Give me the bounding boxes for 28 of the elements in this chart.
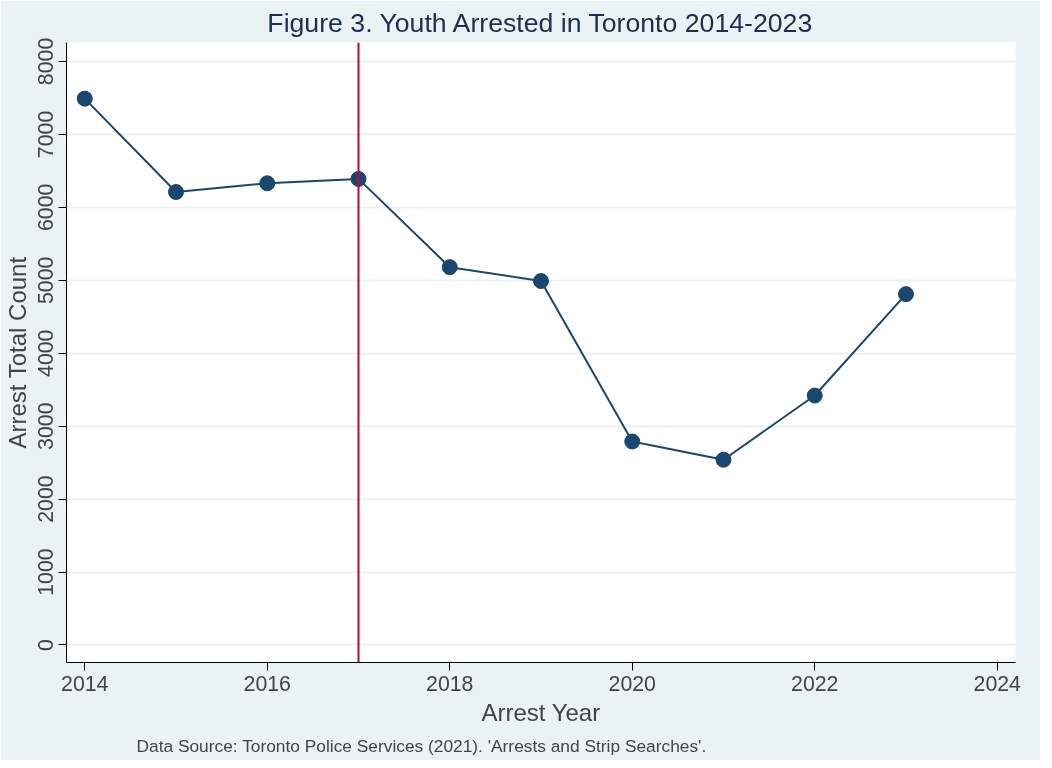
source-note: Data Source: Toronto Police Services (2021). 'Arrests and Strip Searches'. — [136, 735, 707, 756]
point — [533, 273, 549, 289]
x-tick-label: 2016 — [243, 671, 291, 696]
point — [715, 451, 732, 468]
x-axis-title: Arrest Year — [481, 698, 601, 726]
point — [168, 184, 184, 201]
y-axis-title: Arrest Total Count — [3, 256, 31, 449]
y-tick-label: 1000 — [34, 548, 59, 596]
point — [76, 90, 93, 107]
point — [259, 175, 276, 192]
point — [898, 286, 914, 303]
x-tick-label: 2022 — [791, 671, 839, 696]
x-tick-label: 2024 — [973, 671, 1022, 696]
y-tick-label: 6000 — [34, 183, 59, 232]
y-tick-label: 3000 — [34, 402, 59, 450]
y-tick-label: 7000 — [34, 110, 59, 159]
x-tick-label: 2014 — [61, 671, 109, 696]
x-tick-label: 2018 — [426, 671, 474, 696]
y-tick-label: 8000 — [34, 37, 59, 86]
point — [441, 259, 458, 276]
chart-title: Figure 3. Youth Arrested in Toronto 2014-2023 — [267, 7, 813, 38]
point — [806, 387, 823, 404]
y-tick-label: 4000 — [34, 329, 59, 377]
y-tick-label: 0 — [34, 638, 59, 651]
y-tick-label: 5000 — [34, 256, 59, 305]
point — [624, 433, 641, 450]
y-tick-label: 2000 — [34, 475, 59, 523]
x-tick-label: 2020 — [608, 671, 657, 696]
